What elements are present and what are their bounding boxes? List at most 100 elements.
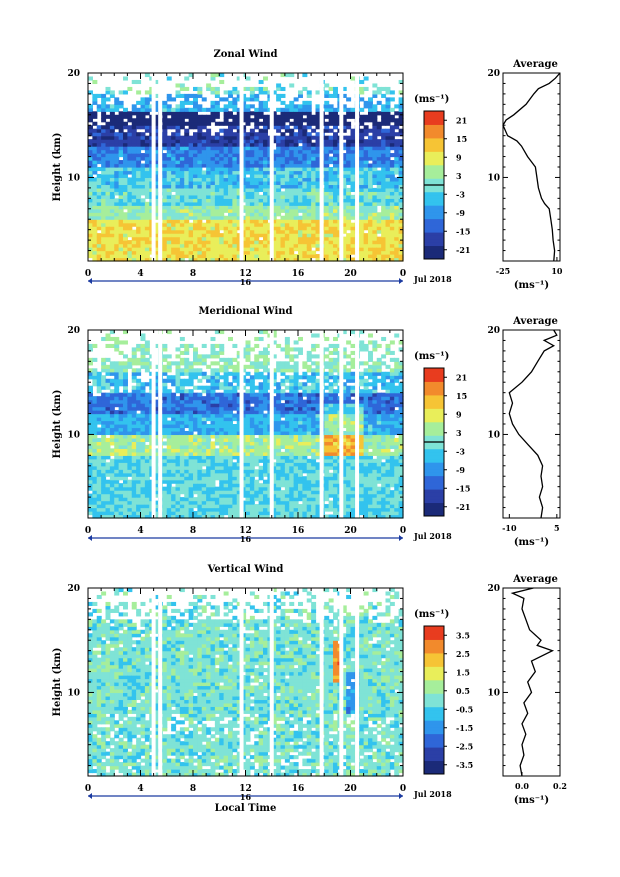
heatmap-cell xyxy=(176,501,181,505)
heatmap-cell xyxy=(92,480,97,484)
heatmap-cell xyxy=(176,125,181,129)
heatmap-cell xyxy=(119,365,124,369)
heatmap-cell xyxy=(206,153,211,157)
heatmap-cell xyxy=(390,132,395,136)
heatmap-cell xyxy=(281,160,286,164)
heatmap-cell xyxy=(167,354,172,358)
heatmap-cell xyxy=(127,508,132,512)
heatmap-cell xyxy=(162,494,167,498)
heatmap-cell xyxy=(219,191,224,195)
heatmap-cell xyxy=(206,240,211,244)
heatmap-cell xyxy=(184,143,189,147)
heatmap-cell xyxy=(219,167,224,171)
heatmap-cell xyxy=(88,167,93,171)
heatmap-cell xyxy=(219,195,224,199)
heatmap-cell xyxy=(202,164,207,168)
heatmap-cell xyxy=(372,164,377,168)
heatmap-cell xyxy=(114,375,119,379)
heatmap-cell xyxy=(285,108,290,112)
heatmap-cell xyxy=(289,122,294,126)
heatmap-cell xyxy=(232,407,237,411)
heatmap-cell xyxy=(123,240,128,244)
heatmap-cell xyxy=(145,462,150,466)
heatmap-cell xyxy=(206,414,211,418)
heatmap-cell xyxy=(97,174,102,178)
heatmap-cell xyxy=(372,122,377,126)
panel-title: Meridional Wind xyxy=(198,306,292,317)
heatmap-cell xyxy=(381,254,386,258)
heatmap-cell xyxy=(180,400,185,404)
heatmap-cell xyxy=(110,344,115,348)
heatmap-cell xyxy=(92,97,97,101)
heatmap-cell xyxy=(92,251,97,255)
heatmap-cell xyxy=(298,254,303,258)
heatmap-cell xyxy=(372,177,377,181)
heatmap-cell xyxy=(189,205,194,209)
heatmap-cell xyxy=(211,462,216,466)
heatmap-cell xyxy=(302,146,307,150)
heatmap-cell xyxy=(324,125,329,129)
heatmap-cell xyxy=(114,434,119,438)
heatmap-cell xyxy=(110,427,115,431)
heatmap-cell xyxy=(145,511,150,515)
heatmap-cell xyxy=(307,191,312,195)
heatmap-cell xyxy=(386,90,391,94)
heatmap-cell xyxy=(97,237,102,241)
heatmap-cell xyxy=(254,184,259,188)
heatmap-cell xyxy=(224,170,229,174)
heatmap-cell xyxy=(132,403,137,407)
heatmap-cell xyxy=(276,237,281,241)
heatmap-cell xyxy=(263,184,268,188)
heatmap-cell xyxy=(224,174,229,178)
heatmap-cell xyxy=(123,375,128,379)
heatmap-cell xyxy=(114,108,119,112)
heatmap-cell xyxy=(197,358,202,362)
heatmap-cell xyxy=(246,233,251,237)
heatmap-cell xyxy=(132,400,137,404)
heatmap-cell xyxy=(311,118,316,122)
heatmap-cell xyxy=(176,410,181,414)
heatmap-cell xyxy=(119,181,124,185)
heatmap-cell xyxy=(329,205,334,209)
heatmap-cell xyxy=(162,122,167,126)
heatmap-cell xyxy=(167,108,172,112)
heatmap-cell xyxy=(289,188,294,192)
heatmap-cell xyxy=(97,469,102,473)
heatmap-cell xyxy=(197,195,202,199)
heatmap-cell xyxy=(97,146,102,150)
heatmap-cell xyxy=(136,448,141,452)
heatmap-cell xyxy=(276,219,281,223)
heatmap-cell xyxy=(136,132,141,136)
heatmap-cell xyxy=(219,164,224,168)
heatmap-cell xyxy=(132,448,137,452)
heatmap-cell xyxy=(202,136,207,140)
heatmap-cell xyxy=(232,372,237,376)
heatmap-cell xyxy=(333,219,338,223)
heatmap-cell xyxy=(197,167,202,171)
x-tick-label: 8 xyxy=(190,269,196,279)
heatmap-cell xyxy=(381,237,386,241)
heatmap-cell xyxy=(224,393,229,397)
heatmap-cell xyxy=(259,153,264,157)
heatmap-cell xyxy=(106,393,111,397)
heatmap-cell xyxy=(246,160,251,164)
heatmap-cell xyxy=(289,212,294,216)
heatmap-cell xyxy=(106,143,111,147)
heatmap-cell xyxy=(197,434,202,438)
heatmap-cell xyxy=(276,129,281,133)
heatmap-cell xyxy=(97,462,102,466)
heatmap-cell xyxy=(228,421,233,425)
colorbar-segment xyxy=(424,192,444,196)
heatmap-cell xyxy=(377,184,382,188)
heatmap-cell xyxy=(364,115,369,119)
heatmap-cell xyxy=(285,143,290,147)
heatmap-cell xyxy=(281,87,286,91)
heatmap-cell xyxy=(176,421,181,425)
heatmap-cell xyxy=(285,251,290,255)
heatmap-cell xyxy=(106,368,111,372)
heatmap-cell xyxy=(359,108,364,112)
heatmap-cell xyxy=(189,476,194,480)
heatmap-cell xyxy=(167,407,172,411)
heatmap-cell xyxy=(193,403,198,407)
heatmap-cell xyxy=(381,132,386,136)
